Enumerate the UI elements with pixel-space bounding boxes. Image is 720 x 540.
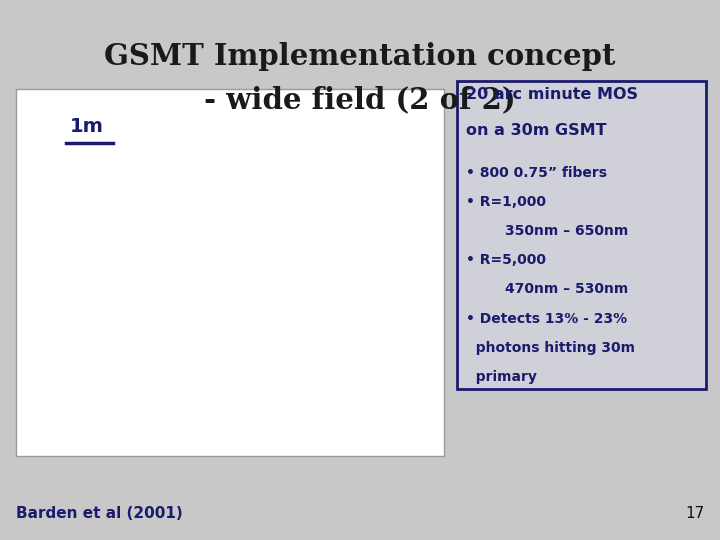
Text: 470nm – 530nm: 470nm – 530nm xyxy=(466,282,628,296)
Text: 20 arc minute MOS: 20 arc minute MOS xyxy=(466,87,638,103)
Text: • 800 0.75” fibers: • 800 0.75” fibers xyxy=(466,166,607,180)
Text: • R=5,000: • R=5,000 xyxy=(466,253,546,267)
Text: 350nm – 650nm: 350nm – 650nm xyxy=(466,224,628,238)
Bar xyxy=(16,89,444,456)
Text: on a 30m GSMT: on a 30m GSMT xyxy=(466,123,606,138)
Text: photons hitting 30m: photons hitting 30m xyxy=(466,341,635,355)
Text: GSMT Implementation concept: GSMT Implementation concept xyxy=(104,42,616,71)
Text: Barden et al (2001): Barden et al (2001) xyxy=(16,506,183,521)
Bar xyxy=(457,81,706,389)
Text: • R=1,000: • R=1,000 xyxy=(466,195,546,209)
Text: 17: 17 xyxy=(685,506,704,521)
Text: primary: primary xyxy=(466,370,536,384)
Text: 1m: 1m xyxy=(70,117,104,137)
Text: - wide field (2 of 2): - wide field (2 of 2) xyxy=(204,85,516,114)
Text: • Detects 13% - 23%: • Detects 13% - 23% xyxy=(466,312,627,326)
